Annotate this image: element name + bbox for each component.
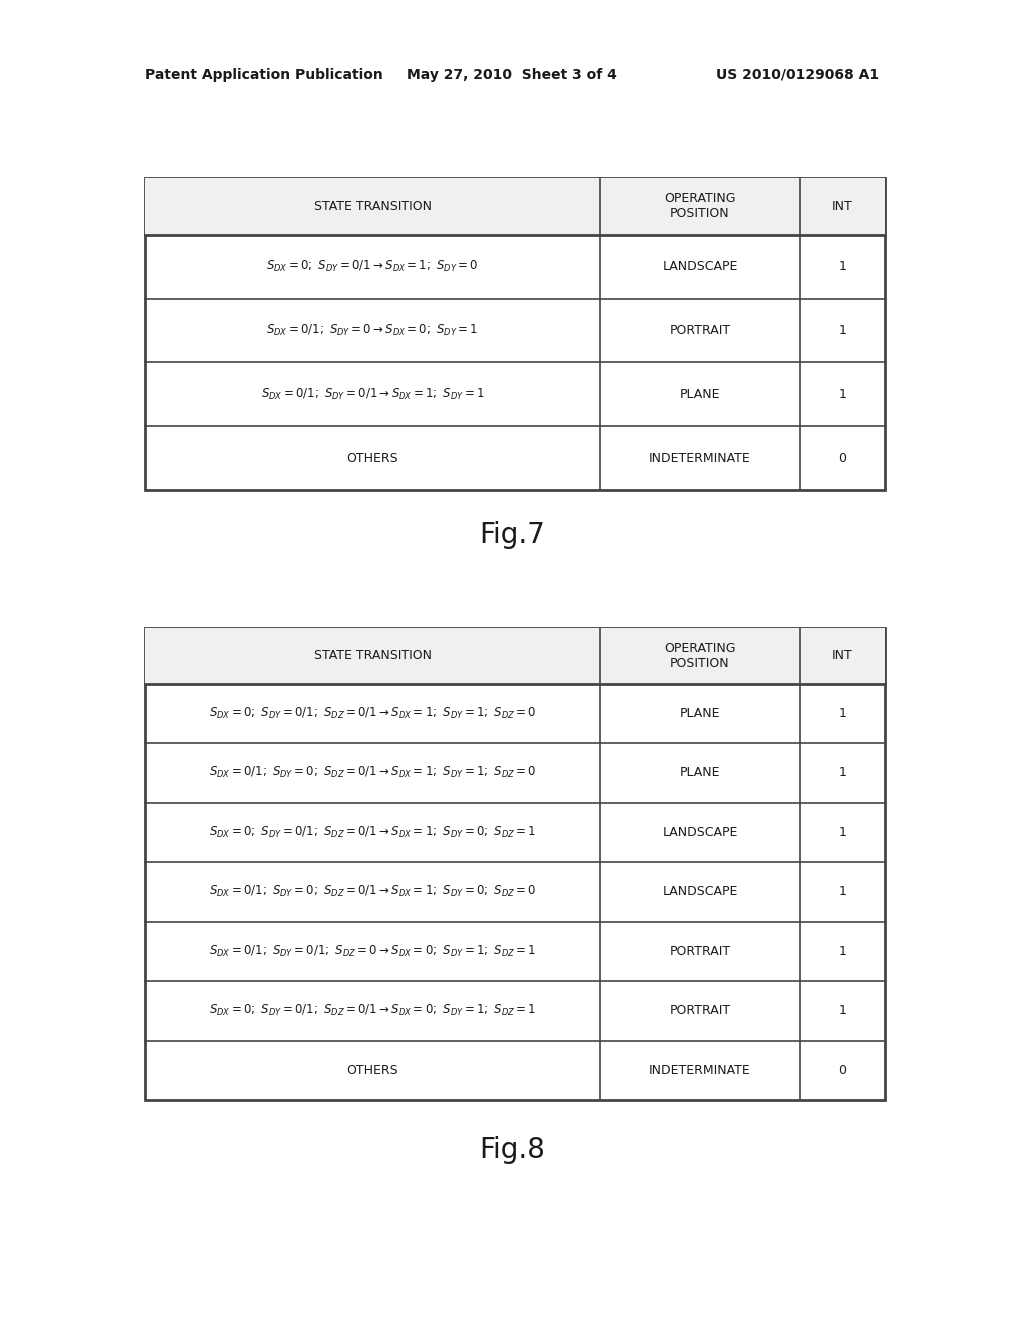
Text: PORTRAIT: PORTRAIT: [670, 945, 730, 958]
Text: PORTRAIT: PORTRAIT: [670, 1005, 730, 1018]
Text: INDETERMINATE: INDETERMINATE: [649, 451, 751, 465]
Text: OTHERS: OTHERS: [347, 451, 398, 465]
Text: $S_{DX} = 0;\ S_{DY} = 0/1;\ S_{DZ} = 0/1 \rightarrow S_{DX} = 0;\ S_{DY} = 1;\ : $S_{DX} = 0;\ S_{DY} = 0/1;\ S_{DZ} = 0/…: [209, 1003, 537, 1018]
Bar: [145, 628, 885, 684]
Text: May 27, 2010  Sheet 3 of 4: May 27, 2010 Sheet 3 of 4: [408, 69, 616, 82]
Text: LANDSCAPE: LANDSCAPE: [663, 826, 737, 838]
Text: PLANE: PLANE: [680, 388, 720, 401]
Text: $S_{DX} = 0;\ S_{DY} = 0/1;\ S_{DZ} = 0/1 \rightarrow S_{DX} = 1;\ S_{DY} = 0;\ : $S_{DX} = 0;\ S_{DY} = 0/1;\ S_{DZ} = 0/…: [209, 825, 537, 840]
Text: 1: 1: [839, 388, 847, 401]
Text: PLANE: PLANE: [680, 706, 720, 719]
Text: $S_{DX} = 0;\ S_{DY} = 0/1;\ S_{DZ} = 0/1 \rightarrow S_{DX} = 1;\ S_{DY} = 1;\ : $S_{DX} = 0;\ S_{DY} = 0/1;\ S_{DZ} = 0/…: [209, 706, 537, 721]
Text: 1: 1: [839, 886, 847, 899]
Text: INDETERMINATE: INDETERMINATE: [649, 1064, 751, 1077]
Text: 0: 0: [839, 451, 847, 465]
Text: 1: 1: [839, 945, 847, 958]
Text: OPERATING
POSITION: OPERATING POSITION: [665, 642, 736, 669]
Text: $S_{DX} = 0/1;\ S_{DY} = 0 \rightarrow S_{DX} = 0;\ S_{DY} = 1$: $S_{DX} = 0/1;\ S_{DY} = 0 \rightarrow S…: [266, 323, 479, 338]
Text: INT: INT: [833, 199, 853, 213]
Text: Patent Application Publication: Patent Application Publication: [145, 69, 383, 82]
Text: LANDSCAPE: LANDSCAPE: [663, 886, 737, 899]
Text: 1: 1: [839, 706, 847, 719]
Text: PLANE: PLANE: [680, 767, 720, 779]
Bar: [145, 628, 885, 1100]
Text: STATE TRANSITION: STATE TRANSITION: [313, 649, 431, 663]
Text: 1: 1: [839, 826, 847, 838]
Text: LANDSCAPE: LANDSCAPE: [663, 260, 737, 273]
Text: 0: 0: [839, 1064, 847, 1077]
Text: 1: 1: [839, 323, 847, 337]
Text: 1: 1: [839, 260, 847, 273]
Text: INT: INT: [833, 649, 853, 663]
Text: Fig.7: Fig.7: [479, 521, 545, 549]
Text: PORTRAIT: PORTRAIT: [670, 323, 730, 337]
Text: Fig.8: Fig.8: [479, 1137, 545, 1164]
Text: OTHERS: OTHERS: [347, 1064, 398, 1077]
Text: 1: 1: [839, 767, 847, 779]
Bar: [145, 178, 885, 490]
Text: 1: 1: [839, 1005, 847, 1018]
Text: $S_{DX} = 0/1;\ S_{DY} = 0/1 \rightarrow S_{DX} = 1;\ S_{DY} = 1$: $S_{DX} = 0/1;\ S_{DY} = 0/1 \rightarrow…: [261, 387, 484, 401]
Bar: [145, 178, 885, 235]
Text: OPERATING
POSITION: OPERATING POSITION: [665, 193, 736, 220]
Text: STATE TRANSITION: STATE TRANSITION: [313, 199, 431, 213]
Text: US 2010/0129068 A1: US 2010/0129068 A1: [716, 69, 879, 82]
Text: $S_{DX} = 0/1;\ S_{DY} = 0/1;\ S_{DZ} = 0 \rightarrow S_{DX} = 0;\ S_{DY} = 1;\ : $S_{DX} = 0/1;\ S_{DY} = 0/1;\ S_{DZ} = …: [209, 944, 537, 958]
Text: $S_{DX} = 0/1;\ S_{DY} = 0;\ S_{DZ} = 0/1 \rightarrow S_{DX} = 1;\ S_{DY} = 1;\ : $S_{DX} = 0/1;\ S_{DY} = 0;\ S_{DZ} = 0/…: [209, 766, 537, 780]
Text: $S_{DX} = 0/1;\ S_{DY} = 0;\ S_{DZ} = 0/1 \rightarrow S_{DX} = 1;\ S_{DY} = 0;\ : $S_{DX} = 0/1;\ S_{DY} = 0;\ S_{DZ} = 0/…: [209, 884, 537, 899]
Text: $S_{DX} = 0;\ S_{DY} = 0/1 \rightarrow S_{DX} = 1;\ S_{DY} = 0$: $S_{DX} = 0;\ S_{DY} = 0/1 \rightarrow S…: [266, 259, 479, 275]
